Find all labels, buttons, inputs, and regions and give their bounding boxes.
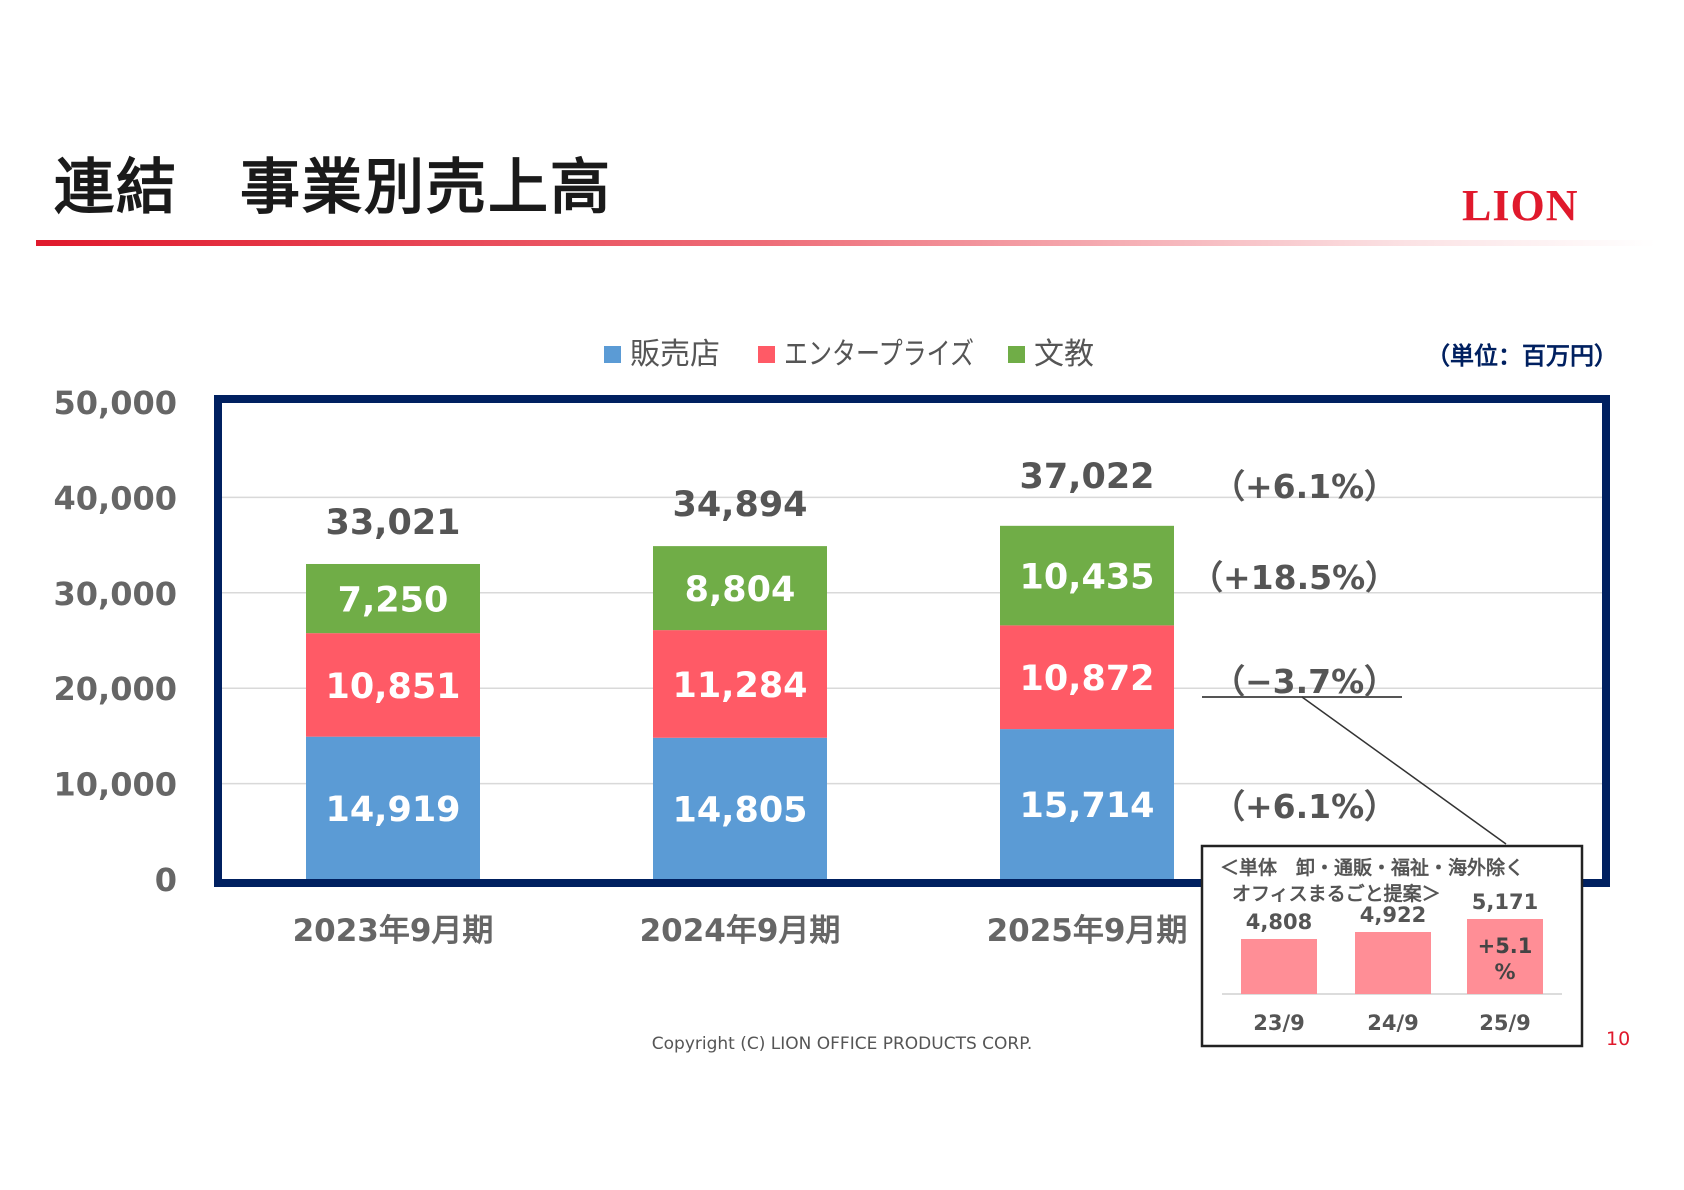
callout-leader-line — [1301, 696, 1507, 845]
inset-title-line2: オフィスまるごと提案＞ — [1232, 882, 1441, 905]
x-axis: 2023年9月期 2024年9月期 2025年9月期 — [293, 913, 1188, 949]
inset-title-line1: ＜単体 卸・通販・福祉・海外除く — [1220, 856, 1524, 879]
y-tick-label: 30,000 — [54, 575, 177, 613]
bar-value-label: 8,804 — [685, 570, 796, 610]
inset-bars: 4,808 23/9 4,922 24/9 5,171 25/9 — [1241, 890, 1543, 1035]
bar-value-label: 10,872 — [1019, 659, 1154, 699]
y-tick-label: 0 — [155, 861, 177, 899]
inset-value-label: 5,171 — [1472, 890, 1538, 914]
bar-segment-hanbaiten — [1000, 729, 1174, 879]
bar-value-label: 11,284 — [672, 666, 807, 706]
yoy-hanbaiten-label: （+6.1%） — [1212, 787, 1397, 826]
bar-segment-bunkyo — [1000, 525, 1174, 626]
stacked-bars: 14,919 10,851 7,250 33,021 14,805 11,284 8,804… — [306, 457, 1174, 879]
bar-segment-bunkyo — [306, 563, 480, 634]
x-tick-label: 2023年9月期 — [293, 913, 494, 949]
inset-bar — [1467, 919, 1543, 994]
inset-x-label: 24/9 — [1367, 1011, 1419, 1035]
page-number: 10 — [1606, 1028, 1631, 1050]
bar-value-label: 10,851 — [325, 667, 460, 707]
inset-value-label: 4,922 — [1360, 903, 1426, 927]
y-axis: 0 10,000 20,000 30,000 40,000 50,000 — [54, 384, 177, 899]
bar-value-label: 15,714 — [1019, 786, 1154, 826]
unit-label: （単位：百万円） — [1426, 342, 1618, 370]
inset-bar — [1355, 932, 1431, 994]
legend-swatch-hanbaiten — [604, 346, 621, 363]
page-title: 連結 事業別売上高 — [54, 153, 612, 223]
bar-value-label: 14,919 — [325, 790, 460, 830]
inset-annotation-line2: % — [1494, 960, 1515, 984]
legend-swatch-enterprise — [758, 346, 775, 363]
bar-segment-bunkyo — [653, 546, 827, 631]
inset-bar — [1241, 939, 1317, 994]
legend-label-enterprise: エンタープライズ — [784, 337, 974, 372]
inset-annotation-line1: +5.1 — [1478, 934, 1533, 958]
bar-segment-enterprise — [653, 630, 827, 738]
bar-value-label: 10,435 — [1019, 558, 1154, 598]
y-tick-label: 50,000 — [54, 384, 177, 422]
title-underline — [36, 240, 1656, 246]
x-tick-label: 2025年9月期 — [987, 913, 1188, 949]
yoy-enterprise-label: （−3.7%） — [1212, 662, 1397, 701]
legend-label-hanbaiten: 販売店 — [630, 337, 720, 372]
legend-label-bunkyo: 文教 — [1034, 337, 1094, 372]
bar-total-label: 34,894 — [672, 485, 807, 525]
x-tick-label: 2024年9月期 — [640, 913, 841, 949]
inset-panel: ＜単体 卸・通販・福祉・海外除く オフィスまるごと提案＞ 4,80823/94,… — [1200, 844, 1584, 1048]
bar-segment-enterprise — [306, 633, 480, 737]
bar-total-label: 33,021 — [325, 503, 460, 543]
inset-x-label: 25/9 — [1479, 1011, 1531, 1035]
legend-swatch-bunkyo — [1008, 346, 1025, 363]
yoy-total-label: （+6.1%） — [1212, 467, 1397, 506]
yoy-annotations: （+6.1%） （+18.5%） （−3.7%） （+6.1%） — [1190, 467, 1398, 826]
y-tick-label: 20,000 — [54, 670, 177, 708]
bar-segment-hanbaiten — [653, 737, 827, 879]
inset-x-label: 23/9 — [1253, 1011, 1305, 1035]
inset-value-label: 4,808 — [1246, 910, 1312, 934]
chart-frame — [214, 395, 1610, 887]
lion-logo: LION — [1462, 181, 1579, 230]
chart-legend: 販売店 エンタープライズ 文教 — [604, 337, 1094, 372]
y-tick-label: 40,000 — [54, 479, 177, 517]
bar-segment-enterprise — [1000, 625, 1174, 730]
bar-total-label: 37,022 — [1019, 457, 1154, 497]
bar-segment-hanbaiten — [306, 736, 480, 879]
bar-value-label: 7,250 — [338, 581, 449, 621]
copyright-text: Copyright (C) LION OFFICE PRODUCTS CORP. — [651, 1034, 1033, 1054]
bar-value-label: 14,805 — [672, 790, 807, 830]
y-tick-label: 10,000 — [54, 766, 177, 804]
yoy-bunkyo-label: （+18.5%） — [1190, 558, 1398, 597]
